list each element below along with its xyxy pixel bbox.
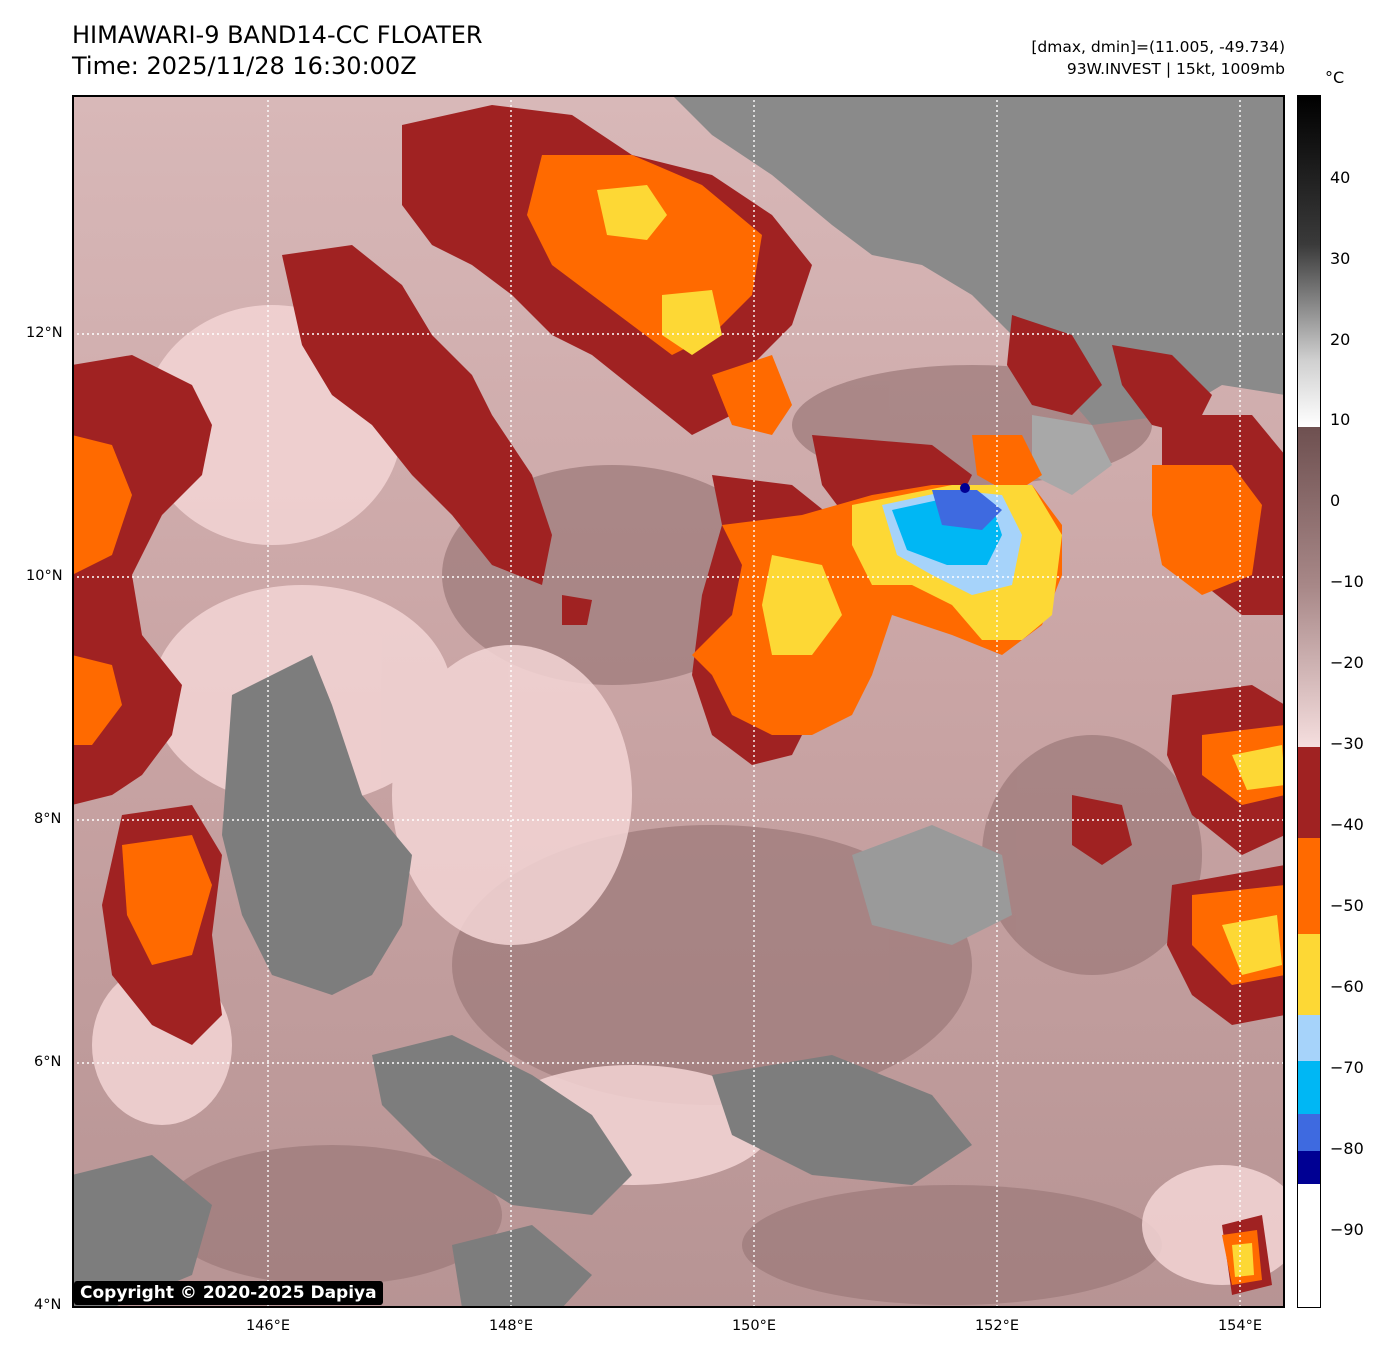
map-frame (72, 95, 1285, 1308)
warm-clear-areas (72, 95, 1285, 1308)
lon-label-152e: 152°E (974, 1318, 1020, 1334)
colorbar-label-minus30: −30 (1330, 734, 1364, 753)
lat-label-12n: 12°N (26, 325, 63, 341)
lat-label-8n: 8°N (34, 811, 62, 827)
lat-lon-grid (72, 95, 1285, 1308)
storm-info: 93W.INVEST | 15kt, 1009mb (1066, 60, 1285, 78)
colorbar-cyan-segment (1297, 1061, 1321, 1114)
lon-label-150e: 150°E (731, 1318, 777, 1334)
colorbar-white-segment (1297, 1184, 1321, 1308)
lat-label-10n: 10°N (26, 568, 63, 584)
colorbar-label-20: 20 (1330, 330, 1351, 349)
colorbar-label-minus20: −20 (1330, 653, 1364, 672)
lon-label-154e: 154°E (1217, 1318, 1263, 1334)
colorbar-darkred-segment (1297, 747, 1321, 838)
product-title: HIMAWARI-9 BAND14-CC FLOATER (72, 21, 483, 49)
colorbar-label-minus70: −70 (1330, 1058, 1364, 1077)
colorbar-unit: °C (1325, 68, 1345, 87)
colorbar-label-10: 10 (1330, 410, 1351, 429)
colorbar-label-40: 40 (1330, 168, 1351, 187)
colorbar-label-minus60: −60 (1330, 977, 1364, 996)
colorbar-label-30: 30 (1330, 249, 1351, 268)
colorbar-label-minus80: −80 (1330, 1139, 1364, 1158)
colorbar-label-minus10: −10 (1330, 572, 1364, 591)
cold-core (882, 483, 1022, 595)
lat-label-6n: 6°N (34, 1054, 62, 1070)
colorbar-orange-segment (1297, 838, 1321, 934)
colorbar-warm-segment (1297, 95, 1321, 427)
data-range: [dmax, dmin]=(11.005, -49.734) (1031, 38, 1285, 56)
colorbar-lightblue-segment (1297, 1015, 1321, 1061)
timestamp: Time: 2025/11/28 16:30:00Z (72, 52, 417, 80)
colorbar-label-minus90: −90 (1330, 1220, 1364, 1239)
colorbar-label-minus50: −50 (1330, 896, 1364, 915)
colorbar-label-minus40: −40 (1330, 815, 1364, 834)
colorbar-royal-segment (1297, 1114, 1321, 1151)
colorbar (1297, 95, 1321, 1308)
lon-label-146e: 146°E (245, 1318, 291, 1334)
copyright-badge: Copyright © 2020-2025 Dapiya (74, 1281, 383, 1305)
colorbar-yellow-segment (1297, 934, 1321, 1015)
satellite-map (72, 95, 1285, 1308)
colorbar-mauve-segment (1297, 427, 1321, 747)
lon-label-148e: 148°E (488, 1318, 534, 1334)
colorbar-label-0: 0 (1330, 491, 1341, 510)
colorbar-navy-segment (1297, 1151, 1321, 1184)
lat-label-4n: 4°N (34, 1297, 62, 1313)
